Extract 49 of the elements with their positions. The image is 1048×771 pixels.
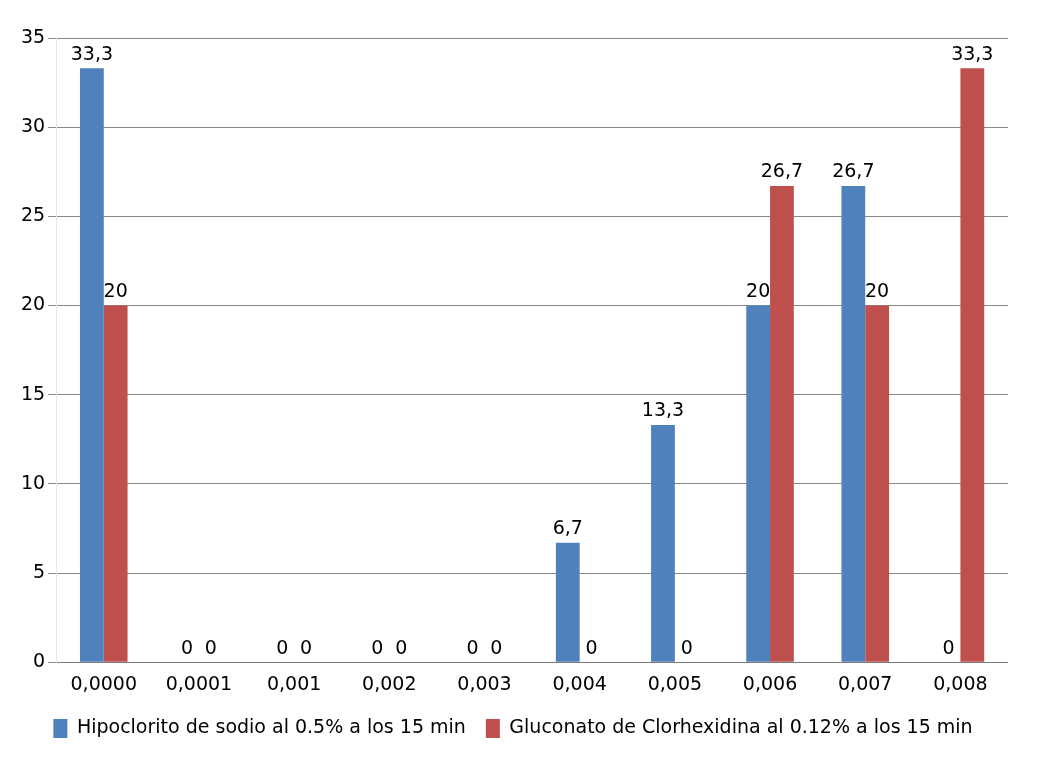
x-tick-label: 0,004 — [552, 671, 607, 694]
x-tick-label: 0,006 — [742, 671, 798, 694]
data-label: 0 — [942, 635, 955, 658]
y-tick-label: 25 — [20, 203, 46, 226]
bar — [865, 305, 890, 662]
bar — [770, 186, 794, 662]
bar — [746, 305, 771, 662]
y-tick-label: 30 — [20, 114, 46, 137]
y-tick-label: 20 — [20, 292, 46, 315]
bar — [841, 186, 866, 662]
data-label: 26,7 — [760, 159, 804, 182]
data-label: 0 — [299, 635, 313, 658]
x-tick-label: 0,0001 — [165, 671, 233, 694]
data-label: 13,3 — [641, 398, 685, 421]
x-tick-label: 0,002 — [362, 671, 417, 694]
legend-label: Hipoclorito de sodio al 0.5% a los 15 min — [76, 715, 466, 738]
data-label: 26,7 — [832, 159, 875, 182]
data-label: 0 — [466, 635, 479, 658]
x-tick-label: 0,0000 — [70, 671, 138, 694]
data-label: 0 — [490, 635, 503, 658]
data-label: 33,3 — [951, 41, 994, 64]
y-tick-label: 15 — [20, 381, 46, 404]
y-tick-label: 10 — [20, 470, 46, 493]
bar — [103, 305, 128, 662]
y-tick-label: 5 — [33, 559, 46, 582]
bar — [555, 542, 580, 662]
data-label: 0 — [276, 635, 289, 658]
data-label: 0 — [371, 635, 384, 658]
data-label: 0 — [181, 635, 194, 658]
x-tick-label: 0,003 — [457, 671, 512, 694]
data-label: 20 — [103, 278, 128, 301]
bar — [79, 68, 104, 662]
x-tick-label: 0,008 — [933, 671, 988, 694]
data-label: 33,3 — [70, 41, 114, 64]
y-tick-label: 0 — [33, 649, 46, 672]
data-label: 20 — [746, 278, 771, 301]
data-label: 0 — [680, 635, 693, 658]
data-label: 0 — [204, 635, 217, 658]
x-tick-label: 0,001 — [266, 671, 322, 694]
data-label: 6,7 — [552, 516, 583, 539]
x-tick-label: 0,005 — [647, 671, 703, 694]
bar — [651, 425, 675, 662]
data-label: 0 — [585, 635, 598, 658]
y-tick-label: 35 — [20, 24, 46, 47]
x-tick-label: 0,007 — [838, 671, 893, 694]
data-label: 0 — [395, 635, 408, 658]
data-label: 20 — [865, 278, 890, 301]
legend-label: Gluconato de Clorhexidina al 0.12% a los 15 min — [509, 715, 973, 738]
bar — [960, 68, 985, 662]
